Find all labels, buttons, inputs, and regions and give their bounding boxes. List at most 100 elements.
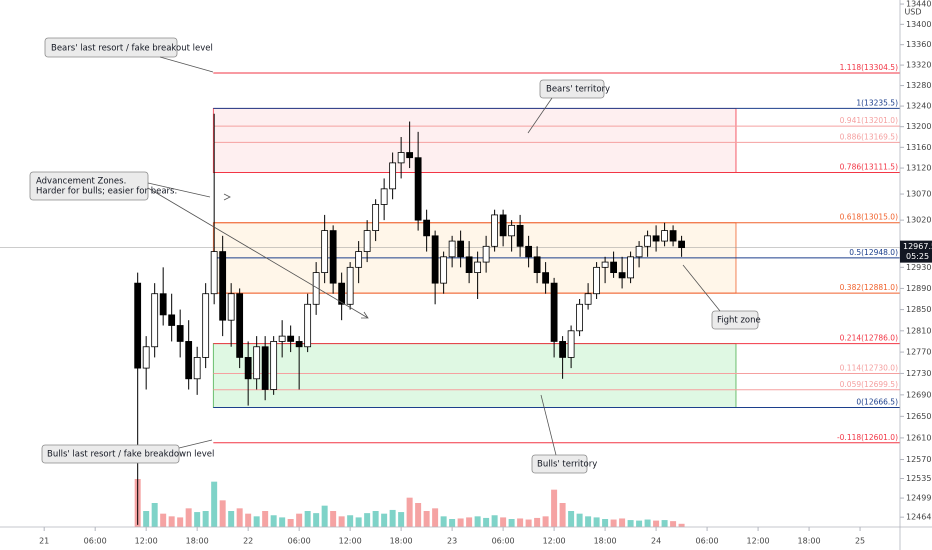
volume-bar — [321, 505, 328, 527]
y-tick-label: 12930.0 — [906, 263, 932, 272]
y-tick-label: 12570.0 — [906, 455, 932, 464]
volume-bar — [347, 515, 354, 527]
candle-body — [474, 261, 482, 274]
x-tick-label: 22 — [243, 537, 253, 546]
volume-bar — [466, 517, 473, 527]
callout-pointer — [178, 439, 213, 449]
candle-body — [346, 266, 354, 305]
x-tick-label: 18:00 — [594, 537, 617, 546]
x-tick-label: 25 — [855, 537, 865, 546]
fib-label: 1(13235.5) — [856, 98, 898, 107]
candle-body — [440, 256, 448, 284]
callout-text: Fight zone — [717, 316, 761, 326]
candle-body — [321, 230, 329, 274]
candle-body — [287, 335, 295, 342]
candle-body — [610, 261, 617, 274]
candle-body — [678, 240, 685, 249]
volume-bar — [627, 520, 634, 527]
candle-body — [508, 224, 516, 237]
candle-body — [304, 303, 312, 348]
volume-bar — [534, 517, 541, 527]
candle-body — [406, 152, 414, 159]
volume-bar — [364, 513, 371, 527]
callout-box — [711, 310, 759, 330]
volume-bar — [177, 517, 184, 527]
y-tick-label: 12499.0 — [906, 494, 932, 503]
fib-label: 0.114(12730.0) — [840, 363, 898, 372]
candle-body — [601, 261, 609, 268]
volume-bar — [542, 516, 549, 527]
volume-bar — [406, 497, 413, 527]
x-tick-label: 06:00 — [696, 537, 719, 546]
y-tick-label: 12890.0 — [906, 284, 932, 293]
y-tick-label: 13440.0 — [906, 0, 932, 9]
volume-bar — [432, 508, 439, 527]
candle-body — [457, 240, 465, 258]
volume-bar — [619, 518, 626, 527]
zone — [212, 108, 737, 173]
candle-body — [261, 346, 269, 390]
candle-body — [244, 357, 252, 380]
candle-body — [278, 335, 286, 342]
volume-bar — [270, 515, 277, 527]
candle-body — [661, 230, 668, 242]
zone — [212, 343, 737, 408]
plot-area: 1.118(13304.5) 1(13235.5) 0.941(13201.0) 0.… — [0, 63, 900, 527]
candle-body — [202, 293, 210, 358]
volume-bar — [389, 509, 396, 527]
volume-bar — [568, 511, 575, 527]
volume-bar — [576, 513, 583, 527]
x-tick-label: 24 — [651, 537, 661, 546]
candle-body — [270, 341, 278, 390]
candle-body — [550, 282, 558, 342]
volume-bar — [236, 508, 243, 527]
volume-bar — [483, 517, 490, 527]
candle-body — [491, 214, 499, 247]
volume-bar — [372, 511, 379, 527]
candle-body — [380, 188, 388, 205]
candle-body — [644, 235, 651, 247]
candle-body — [465, 256, 473, 274]
volume-bar — [517, 518, 524, 527]
last-price-label: 12967.5 — [903, 242, 932, 251]
volume-bar — [279, 517, 286, 527]
candle-body — [168, 314, 176, 326]
callout-box — [41, 444, 180, 464]
candle-body — [559, 341, 567, 358]
x-tick-label: 23 — [447, 537, 457, 546]
callout-pointer — [540, 394, 557, 456]
volume-bar — [415, 503, 422, 527]
volume-bar — [678, 523, 685, 527]
axes: 13440.0 13400.0 13360.0 13320.0 13280.0 13240… — [39, 0, 932, 546]
y-tick-label: 12810.0 — [906, 326, 932, 335]
volume-bar — [253, 516, 260, 527]
volume-bar — [304, 511, 311, 527]
candle-body — [236, 293, 244, 358]
callout-text: Bears' last resort / fake breakout level — [51, 44, 213, 54]
y-tick-label: 13070.0 — [906, 190, 932, 199]
volume-bar — [313, 513, 320, 527]
volume-bar — [398, 512, 405, 527]
volume-bar — [211, 481, 218, 527]
y-tick-label: 13160.0 — [906, 143, 932, 152]
volume-bar — [287, 519, 294, 527]
y-tick-label: 12650.0 — [906, 412, 932, 421]
candle-body — [669, 230, 677, 242]
volume-bar — [423, 511, 430, 527]
volume-bar — [245, 513, 252, 527]
fib-label: 0.382(12881.0) — [840, 283, 898, 292]
callout-text: Harder for bulls; easier for bears. — [36, 187, 177, 197]
callout-text: Bulls' last resort / fake breakdown leve… — [47, 450, 214, 460]
volume-bar — [168, 516, 175, 527]
volume-bar — [202, 511, 209, 527]
candle-body — [185, 341, 193, 380]
volume-bar — [636, 520, 643, 527]
fib-label: 0.618(13015.0) — [840, 213, 898, 222]
volume-bar — [602, 519, 609, 527]
candle-body — [499, 214, 507, 237]
callout-pointer — [159, 56, 214, 73]
fib-label: 0.786(13111.5) — [840, 162, 898, 171]
volume-bar — [296, 513, 303, 527]
callout-text: Bulls' territory — [537, 460, 597, 470]
volume-bar — [185, 508, 192, 527]
